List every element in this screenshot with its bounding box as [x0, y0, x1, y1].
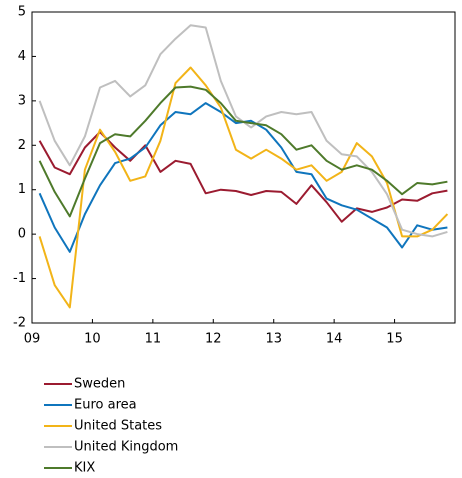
plot-frame — [31, 11, 456, 324]
x-tick-label: 11 — [145, 332, 162, 347]
series-line — [38, 66, 449, 309]
legend-label: Sweden — [74, 377, 125, 392]
y-tick-label: 0 — [18, 227, 26, 242]
y-tick-label: 1 — [18, 182, 26, 197]
y-tick-label: -1 — [13, 271, 26, 286]
y-tick-label: 5 — [18, 5, 26, 20]
x-tick-label: 13 — [265, 332, 282, 347]
x-tick-label: 09 — [24, 332, 41, 347]
x-tick-label: 14 — [326, 332, 343, 347]
legend-label: United States — [74, 419, 162, 434]
series-line — [38, 131, 448, 223]
legend-label: United Kingdom — [74, 440, 178, 455]
x-tick-label: 12 — [205, 332, 222, 347]
y-tick-label: 2 — [18, 138, 26, 153]
series-line — [38, 102, 448, 253]
y-tick-label: 3 — [18, 93, 26, 108]
legend-label: Euro area — [74, 398, 137, 413]
y-tick-label: -2 — [13, 316, 26, 331]
x-tick-label: 15 — [386, 332, 403, 347]
legend-label: KIX — [74, 461, 95, 476]
series-line — [38, 85, 448, 218]
x-tick-label: 10 — [84, 332, 101, 347]
y-tick-label: 4 — [18, 49, 26, 64]
